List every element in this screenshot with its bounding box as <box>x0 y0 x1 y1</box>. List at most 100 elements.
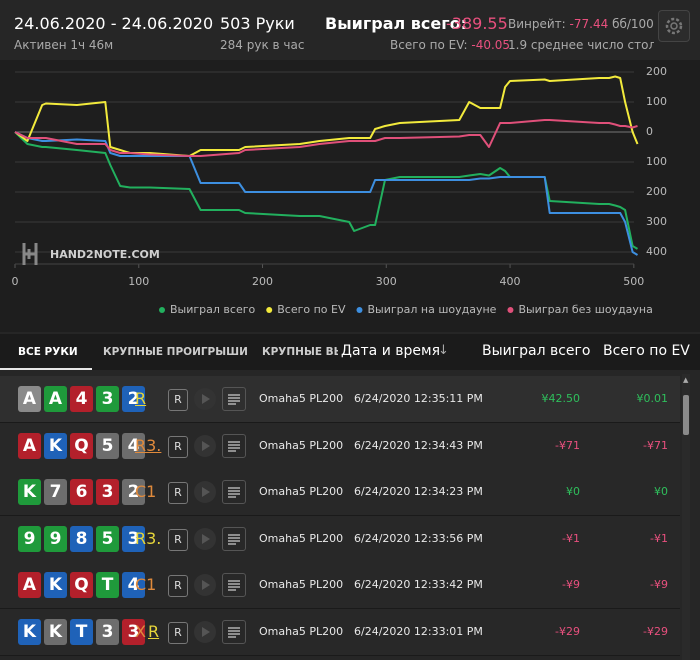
notes-button[interactable] <box>222 573 246 597</box>
y-tick-label: 100 <box>646 155 667 168</box>
notes-icon <box>228 394 240 405</box>
hands-count: 503 Руки <box>220 14 295 33</box>
datetime: 6/24/2020 12:35:11 PM <box>354 392 483 405</box>
card: A <box>18 386 41 412</box>
replay-badge[interactable]: R <box>168 528 188 551</box>
card: 6 <box>70 479 93 505</box>
card: 9 <box>18 525 41 552</box>
play-button[interactable] <box>194 481 216 503</box>
card: K <box>44 572 67 598</box>
series-line <box>14 119 638 157</box>
tab[interactable]: КРУПНЫЕ ВЫИ <box>262 346 338 358</box>
ev: ¥0 <box>654 485 668 498</box>
card: A <box>18 572 41 598</box>
notes-button[interactable] <box>222 387 246 411</box>
card: 4 <box>122 572 145 598</box>
winrate: Винрейт: -77.44 бб/100 <box>508 17 654 31</box>
card: 8 <box>70 525 93 552</box>
card: Q <box>70 432 93 459</box>
card: K <box>44 618 67 645</box>
x-tick-label: 400 <box>500 275 521 288</box>
ev: -¥1 <box>650 531 668 545</box>
play-icon <box>202 487 210 497</box>
won: ¥0 <box>566 485 580 498</box>
x-tick-label: 500 <box>623 275 644 288</box>
card: 4 <box>122 432 145 459</box>
hand-row[interactable]: K K T 3 3 X R R Omaha5 PL200 6/24/2020 12:33:01 P… <box>0 608 680 656</box>
card: 4 <box>70 386 93 412</box>
card: 7 <box>44 479 67 505</box>
legend-dot <box>507 307 514 313</box>
hands-per-hour: 284 рук в час <box>220 38 305 52</box>
card: K <box>44 432 67 459</box>
legend-label: Всего по EV <box>277 303 346 316</box>
game: Omaha5 PL200 <box>259 531 344 545</box>
winrate-unit: бб/100 <box>612 17 654 31</box>
ev: Всего по EV: -40.05 <box>390 38 510 52</box>
sort-arrow[interactable]: ↓ <box>438 343 449 358</box>
card: 3 <box>122 525 145 552</box>
action: R <box>135 376 165 422</box>
hands-label: Руки <box>255 14 295 33</box>
legend-label: Выиграл на шоудауне <box>367 303 496 316</box>
tab[interactable]: КРУПНЫЕ ПРОИГРЫШИ <box>103 346 248 358</box>
replay-badge[interactable]: R <box>168 621 188 644</box>
action-part: C1 <box>135 482 157 501</box>
tab[interactable]: ВСЕ РУКИ <box>18 346 78 358</box>
y-tick-label: 100 <box>646 95 667 108</box>
hand-row[interactable]: A A 4 3 2 R R Omaha5 PL200 S 6/24/2020 12:35:11 … <box>0 376 680 423</box>
ev: -¥9 <box>650 578 668 591</box>
hand-row[interactable]: 9 9 8 5 3 R3. R Omaha5 PL200 6/24/2020 12:33:56 … <box>0 515 680 563</box>
replay-badge[interactable]: R <box>168 575 188 597</box>
notes-button[interactable] <box>222 433 246 458</box>
scrollbar-thumb[interactable] <box>683 395 689 435</box>
card: 9 <box>44 525 67 552</box>
datetime: 6/24/2020 12:33:01 PM <box>354 624 483 638</box>
watermark-text: HAND2NOTE.COM <box>50 248 160 261</box>
card: 5 <box>96 432 119 459</box>
game: Omaha5 PL200 <box>259 624 344 638</box>
play-icon <box>202 580 210 590</box>
card: A <box>44 386 67 412</box>
play-button[interactable] <box>194 574 216 596</box>
ev: -¥29 <box>643 624 668 638</box>
play-button[interactable] <box>194 388 216 410</box>
card: K <box>18 479 41 505</box>
notes-icon <box>228 580 240 591</box>
action: R3. <box>135 516 165 562</box>
datetime: 6/24/2020 12:34:43 PM <box>354 438 483 452</box>
y-tick-label: 0 <box>646 125 653 138</box>
settings-button[interactable] <box>658 10 690 42</box>
action-part: C1 <box>135 575 157 594</box>
play-button[interactable] <box>194 434 216 457</box>
ev-value: -40.05 <box>471 38 511 52</box>
notes-button[interactable] <box>222 526 246 551</box>
action: C1 <box>135 469 165 515</box>
play-button[interactable] <box>194 527 216 550</box>
action-part: R3. <box>135 435 162 455</box>
legend-dot <box>159 307 165 313</box>
card: T <box>96 572 119 598</box>
active-time: Активен 1ч 46м <box>14 38 114 52</box>
ev: -¥71 <box>643 438 668 452</box>
replay-badge[interactable]: R <box>168 389 188 411</box>
play-button[interactable] <box>194 620 216 643</box>
notes-button[interactable] <box>222 480 246 504</box>
scroll-up[interactable]: ▲ <box>683 376 689 384</box>
y-tick-label: 200 <box>646 65 667 78</box>
hand-row[interactable]: A K Q 5 4 R3. R Omaha5 PL200 6/24/2020 12:34:43 … <box>0 422 680 470</box>
action-part: X <box>135 621 146 641</box>
column-header[interactable]: Всего по EV <box>603 343 690 359</box>
action: R3. <box>135 423 165 469</box>
watermark-logo <box>22 243 38 265</box>
column-header[interactable]: Дата и время <box>341 343 440 359</box>
replay-badge[interactable]: R <box>168 435 188 458</box>
column-header[interactable]: Выиграл всего <box>482 343 591 359</box>
x-tick-label: 0 <box>12 275 19 288</box>
watermark: HAND2NOTE.COM <box>22 243 160 265</box>
hand-row[interactable]: A K Q T 4 C1 R Omaha5 PL200 6/24/2020 12:33:42 P… <box>0 562 680 609</box>
replay-badge[interactable]: R <box>168 482 188 504</box>
hand-row[interactable]: K 7 6 3 2 C1 R Omaha5 PL200 6/24/2020 12:34:23 P… <box>0 469 680 516</box>
datetime: 6/24/2020 12:33:56 PM <box>354 531 483 545</box>
notes-button[interactable] <box>222 619 246 644</box>
